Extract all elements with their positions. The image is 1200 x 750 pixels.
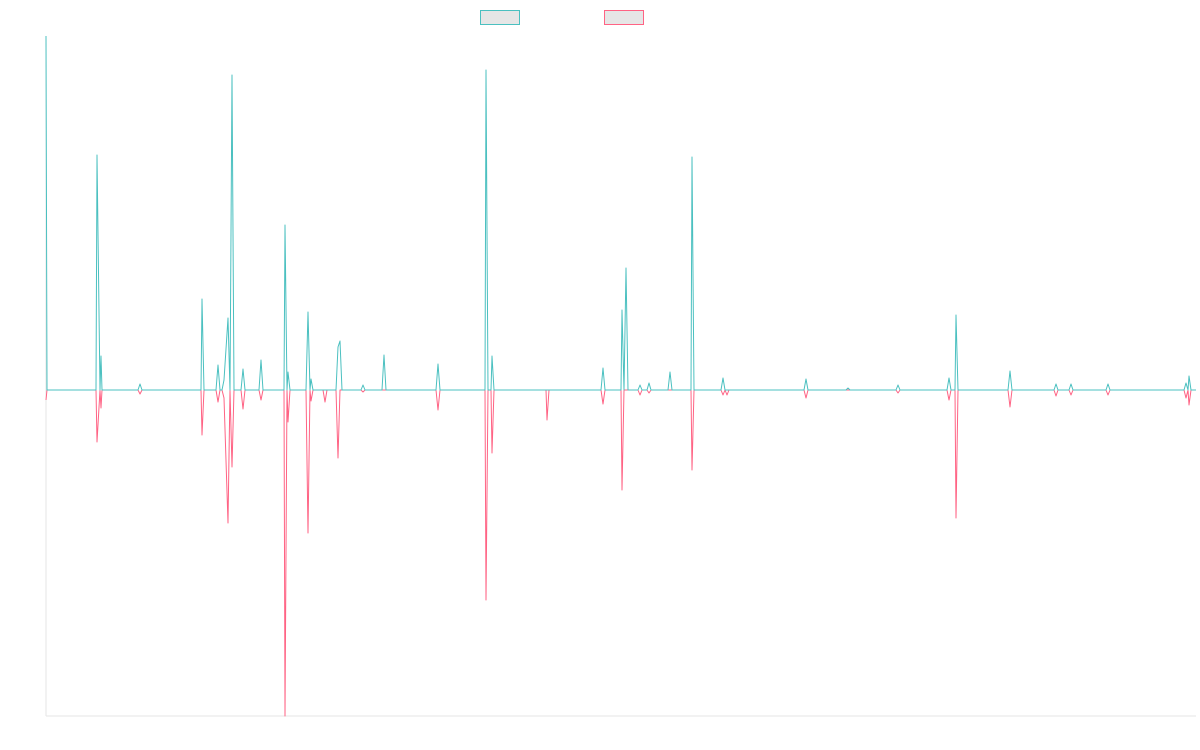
series-layer [45, 35, 1196, 717]
legend-item-series-1[interactable] [480, 9, 526, 26]
series-line-1 [45, 35, 1196, 391]
legend-item-series-2[interactable] [604, 9, 650, 26]
series-line-2 [45, 389, 1196, 717]
legend-swatch-series-2 [604, 10, 644, 25]
legend-swatch-series-1 [480, 10, 520, 25]
